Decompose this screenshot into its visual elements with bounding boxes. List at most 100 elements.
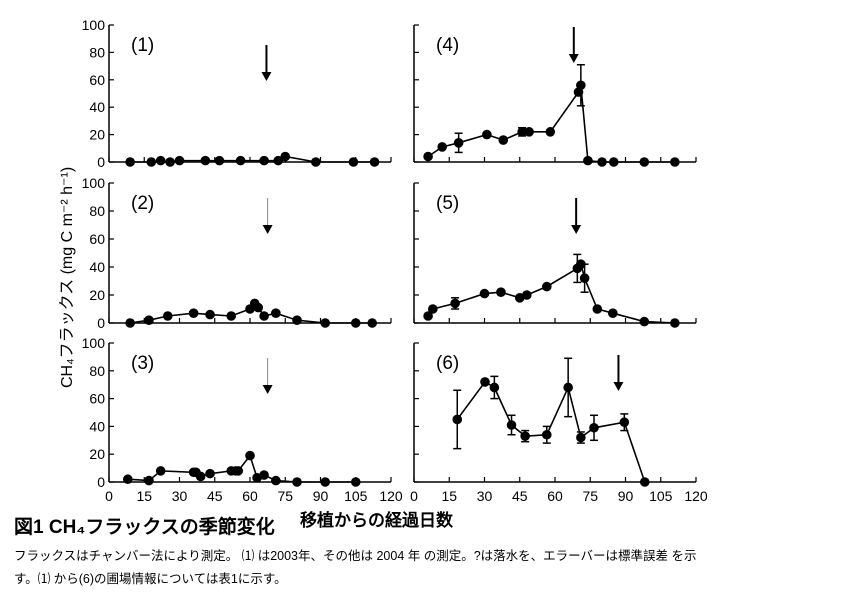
y-tick-label: 100 <box>82 175 106 191</box>
data-point <box>498 135 509 145</box>
x-tick-label: 90 <box>618 488 634 504</box>
y-tick-label: 0 <box>97 474 105 490</box>
data-point <box>639 157 650 167</box>
data-point <box>144 315 154 326</box>
data-point <box>423 311 433 321</box>
data-point <box>123 474 133 485</box>
x-tick-label: 105 <box>344 488 368 504</box>
data-point <box>522 290 532 300</box>
drainage-arrow-head <box>262 385 273 394</box>
figure-caption-line2: す。⑴ から(6)の圃場情報については表1に示す。 <box>14 572 287 586</box>
data-point <box>619 417 630 428</box>
data-point <box>188 308 199 319</box>
data-point <box>348 157 359 167</box>
x-axis-label: 移植からの経過日数 <box>300 511 453 530</box>
data-point <box>423 151 433 162</box>
data-point <box>253 302 264 313</box>
y-tick-label: 20 <box>89 446 105 462</box>
data-point <box>563 382 573 393</box>
data-point <box>520 431 530 441</box>
data-point <box>670 157 680 167</box>
x-tick-label: 0 <box>410 488 418 504</box>
data-point <box>350 477 361 487</box>
x-tick-label: 120 <box>684 488 708 504</box>
series-line <box>427 85 675 163</box>
x-tick-label: 45 <box>512 488 528 504</box>
y-tick-label: 40 <box>89 259 105 275</box>
y-tick-label: 40 <box>89 418 105 434</box>
data-point <box>155 466 166 476</box>
x-tick-label: 75 <box>582 488 598 504</box>
data-point <box>165 157 175 167</box>
series-line <box>456 380 646 483</box>
data-point <box>369 157 380 167</box>
data-point <box>479 288 490 299</box>
data-point <box>200 155 211 166</box>
data-point <box>311 157 321 167</box>
series-line <box>427 262 675 324</box>
y-tick-label: 100 <box>82 17 106 33</box>
data-point <box>608 308 618 319</box>
data-point <box>271 475 281 486</box>
x-tick-label: 30 <box>172 488 188 504</box>
panel-1: 0 20 40 60 80 100 (1) <box>82 17 392 170</box>
x-tick-label: 30 <box>477 488 493 504</box>
data-point <box>226 311 236 321</box>
data-point <box>639 316 650 327</box>
data-point <box>489 382 500 393</box>
figure-caption-line1: フラックスはチャンバー法により測定。 ⑴ は2003年、その他は 2004 年 … <box>14 549 697 563</box>
data-point <box>428 304 438 314</box>
data-point <box>320 318 331 328</box>
data-point <box>125 318 135 328</box>
y-tick-label: 0 <box>97 315 105 331</box>
data-point <box>579 273 590 284</box>
y-tick-label: 100 <box>82 335 106 351</box>
drainage-arrow-head <box>613 382 624 391</box>
data-point <box>259 155 269 166</box>
data-point <box>541 281 552 292</box>
data-point <box>597 157 607 167</box>
figure-chart: 0 20 40 60 80 100 (1) 0 20 40 60 80 100 (2) 0 20 40 60 80 1… <box>58 17 708 504</box>
data-point <box>482 129 492 140</box>
y-tick-label: 80 <box>89 363 105 379</box>
data-point <box>162 311 173 321</box>
data-point <box>608 157 619 167</box>
y-tick-label: 80 <box>89 203 105 219</box>
data-point <box>541 429 552 440</box>
panel-label: (2) <box>131 193 154 214</box>
y-tick-label: 80 <box>89 44 105 60</box>
y-axis-label: CH₄フラックス (mg C m⁻² h⁻¹) <box>58 167 76 388</box>
panel-3: 0 20 40 60 80 100 0 15 30 45 60 75 90 105 120 (3) <box>82 335 403 504</box>
data-point <box>235 155 246 166</box>
data-point <box>214 155 225 166</box>
y-tick-label: 60 <box>89 391 105 407</box>
panel-4: (4) <box>413 24 697 167</box>
data-point <box>506 420 517 430</box>
panel-label: (3) <box>131 353 154 374</box>
x-tick-label: 0 <box>105 488 113 504</box>
panel-label: (6) <box>436 353 459 374</box>
data-point <box>259 470 269 480</box>
data-point <box>670 318 680 328</box>
data-point <box>273 155 284 166</box>
data-point <box>524 127 534 137</box>
data-point <box>589 422 599 433</box>
data-point <box>545 127 556 137</box>
x-tick-label: 90 <box>313 488 329 504</box>
data-point <box>144 475 154 486</box>
data-point <box>576 432 586 443</box>
data-point <box>280 151 291 162</box>
data-point <box>195 471 206 482</box>
y-tick-label: 20 <box>89 127 105 143</box>
panel-label: (5) <box>436 193 459 214</box>
data-point <box>452 414 463 425</box>
drainage-arrow-head <box>261 72 272 81</box>
data-point <box>583 155 593 166</box>
data-point <box>592 304 603 314</box>
drainage-arrow-head <box>262 225 273 234</box>
data-point <box>155 155 166 166</box>
data-point <box>367 318 378 328</box>
x-tick-label: 60 <box>547 488 563 504</box>
data-point <box>496 287 506 298</box>
data-point <box>437 142 448 152</box>
